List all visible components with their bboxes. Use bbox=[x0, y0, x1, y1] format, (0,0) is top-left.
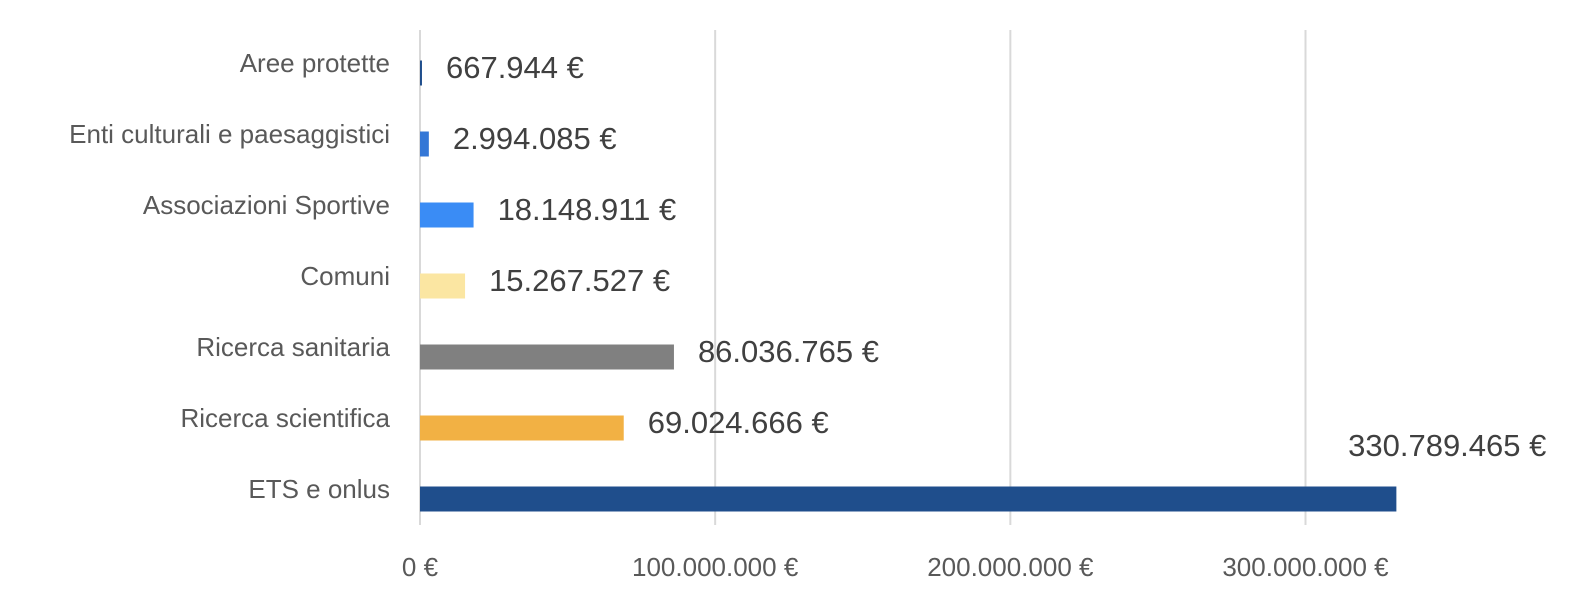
category-labels: Aree protette Enti culturali e paesaggist… bbox=[69, 48, 390, 504]
category-label: Ricerca scientifica bbox=[180, 403, 390, 433]
category-label: Aree protette bbox=[240, 48, 390, 78]
category-label: Enti culturali e paesaggistici bbox=[69, 119, 390, 149]
category-label: ETS e onlus bbox=[248, 474, 390, 504]
data-label: 2.994.085 € bbox=[453, 121, 617, 156]
data-label: 18.148.911 € bbox=[498, 192, 677, 227]
x-axis-tick-labels: 0 € 100.000.000 € 200.000.000 € 300.000.000… bbox=[402, 552, 1389, 582]
bars bbox=[420, 60, 1397, 512]
bar bbox=[420, 60, 422, 86]
bar bbox=[420, 486, 1397, 512]
category-label: Ricerca sanitaria bbox=[196, 332, 390, 362]
x-tick-label: 200.000.000 € bbox=[927, 552, 1094, 582]
x-tick-label: 300.000.000 € bbox=[1222, 552, 1389, 582]
data-label: 15.267.527 € bbox=[489, 263, 670, 298]
data-label: 86.036.765 € bbox=[698, 334, 879, 369]
x-tick-label: 100.000.000 € bbox=[632, 552, 799, 582]
category-label: Associazioni Sportive bbox=[143, 190, 390, 220]
value-labels: 667.944 € 2.994.085 € 18.148.911 € 15.267.5… bbox=[446, 50, 1546, 463]
bar bbox=[420, 273, 466, 299]
category-label: Comuni bbox=[300, 261, 390, 291]
x-tick-label: 0 € bbox=[402, 552, 439, 582]
data-label: 330.789.465 € bbox=[1348, 428, 1546, 463]
bar bbox=[420, 131, 429, 157]
bar bbox=[420, 344, 674, 370]
data-label: 69.024.666 € bbox=[648, 405, 829, 440]
bar bbox=[420, 415, 624, 441]
bar bbox=[420, 202, 474, 228]
data-label: 667.944 € bbox=[446, 50, 584, 85]
